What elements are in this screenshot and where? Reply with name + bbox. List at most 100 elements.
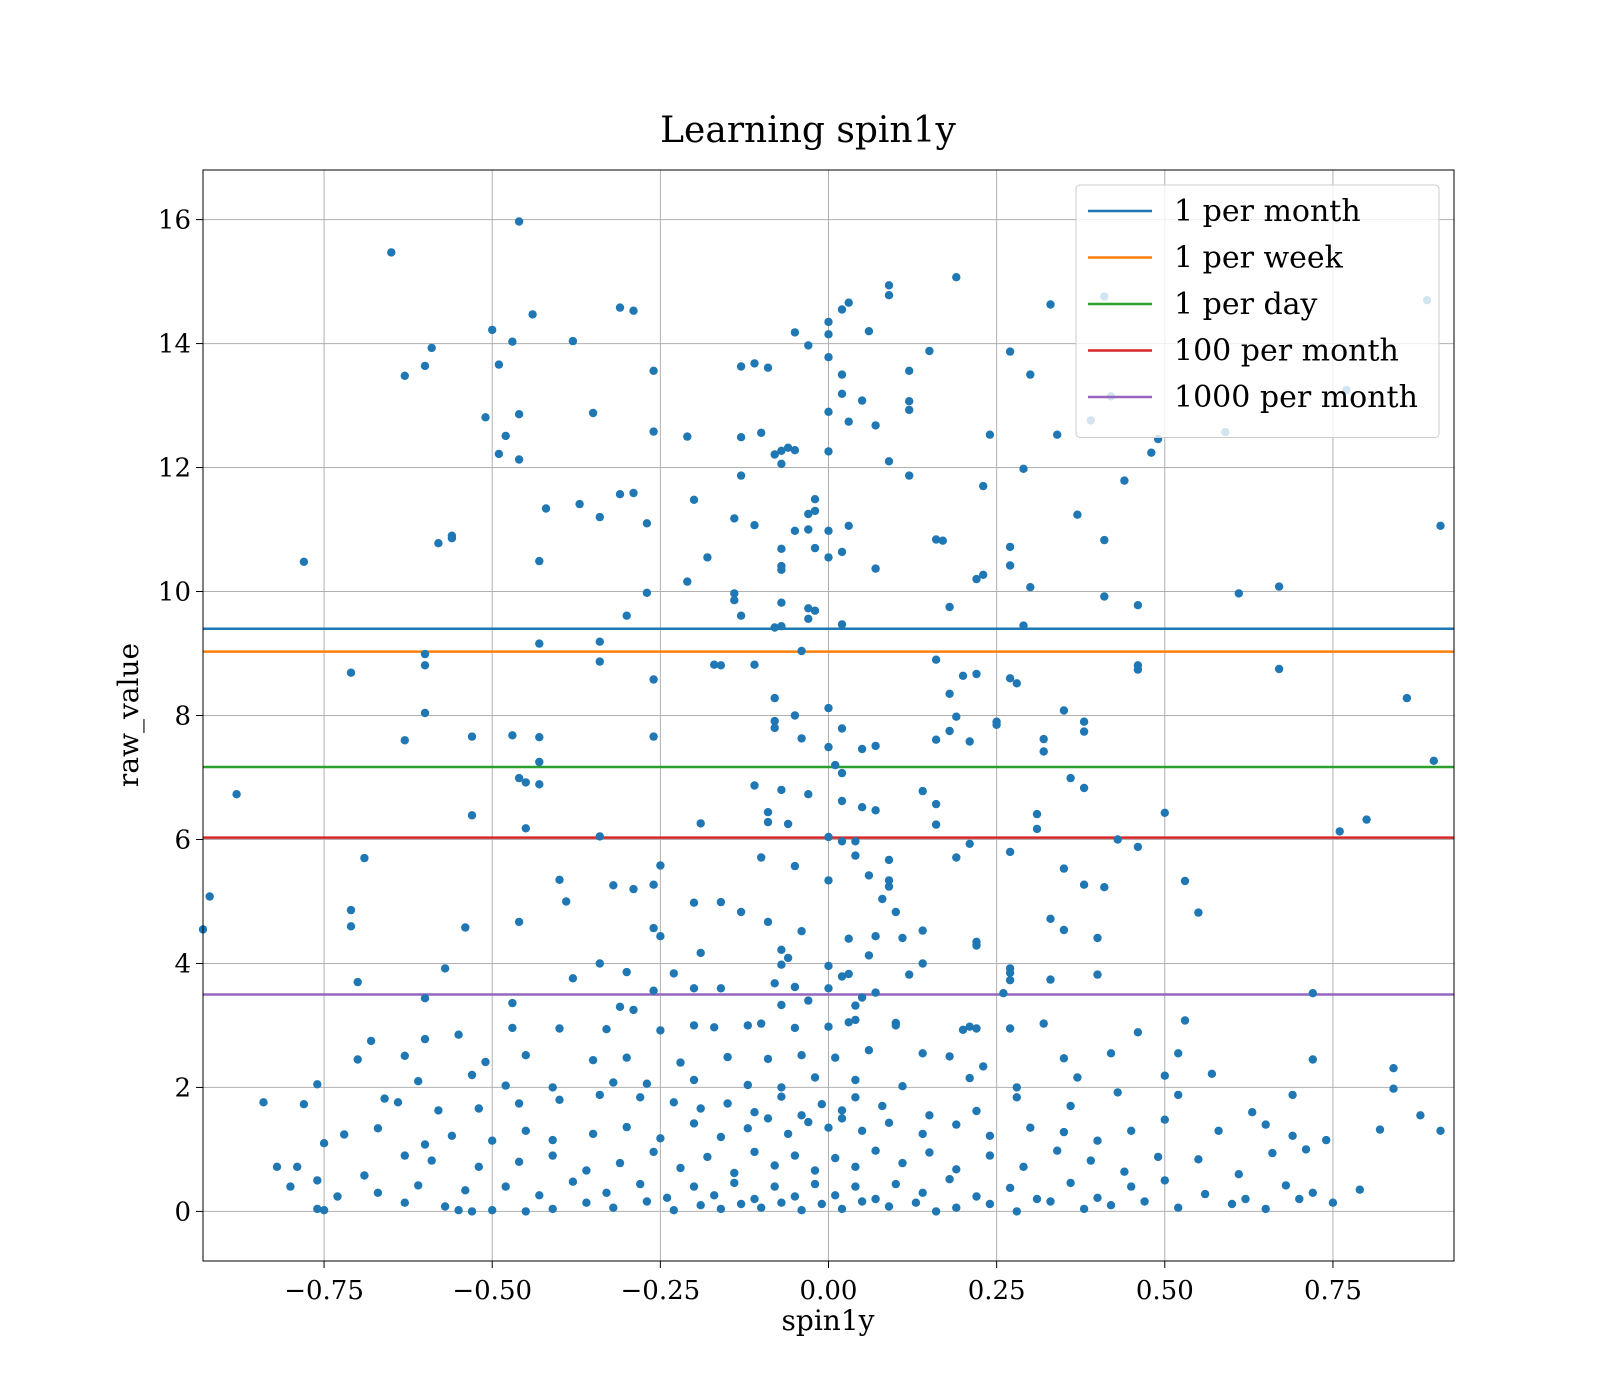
data-point	[952, 853, 961, 862]
data-point	[851, 837, 860, 846]
data-point	[763, 1054, 773, 1064]
data-point	[1335, 827, 1344, 836]
data-point	[649, 880, 658, 889]
data-point	[790, 861, 800, 871]
data-point	[837, 547, 847, 557]
data-point	[884, 876, 894, 885]
data-point	[535, 757, 544, 767]
data-point	[985, 430, 995, 439]
data-point	[952, 1203, 961, 1212]
data-point	[804, 525, 813, 534]
data-point	[972, 574, 981, 584]
data-point	[931, 735, 941, 744]
data-point	[864, 951, 874, 960]
legend-label: 1 per week	[1174, 241, 1344, 276]
data-point	[972, 1106, 981, 1116]
data-point	[952, 1165, 961, 1174]
data-point	[750, 1108, 759, 1117]
data-point	[400, 371, 409, 380]
data-point	[1133, 601, 1143, 610]
data-point	[710, 1023, 719, 1032]
data-point	[783, 953, 793, 963]
data-point	[1295, 1194, 1304, 1204]
data-point	[508, 337, 517, 346]
data-point	[905, 366, 914, 375]
data-point	[1429, 756, 1439, 765]
data-point	[508, 998, 517, 1008]
data-point	[467, 1070, 477, 1080]
data-point	[420, 1034, 430, 1044]
data-point	[400, 1151, 409, 1160]
data-point	[568, 336, 578, 346]
data-point	[730, 596, 739, 605]
data-point	[938, 536, 947, 545]
data-point	[945, 1175, 954, 1184]
data-point	[588, 1056, 598, 1065]
data-point	[703, 553, 712, 562]
data-point	[642, 1197, 652, 1206]
data-point	[1106, 1201, 1116, 1210]
data-point	[797, 1206, 806, 1215]
data-point	[1093, 1193, 1102, 1203]
data-point	[1308, 1188, 1318, 1198]
data-point	[535, 639, 544, 648]
data-point	[642, 1079, 652, 1088]
data-point	[810, 606, 820, 615]
data-point	[837, 1204, 847, 1214]
data-point	[1133, 842, 1143, 852]
data-point	[965, 1073, 974, 1083]
legend: 1 per month 1 per week 1 per day 100 per mo…	[1075, 184, 1440, 438]
data-point	[851, 1093, 860, 1102]
data-point	[1389, 1084, 1398, 1093]
data-point	[609, 881, 618, 890]
data-point	[514, 410, 524, 419]
data-point	[824, 1022, 833, 1031]
data-point	[972, 1024, 981, 1033]
data-point	[824, 961, 833, 971]
data-point	[1019, 464, 1028, 473]
data-point	[669, 1206, 678, 1215]
data-point	[1012, 1083, 1021, 1092]
data-point	[730, 1168, 739, 1178]
data-point	[844, 521, 853, 530]
data-point	[857, 1126, 867, 1136]
data-point	[521, 1051, 530, 1060]
data-point	[736, 907, 746, 917]
data-point	[763, 363, 773, 372]
data-point	[656, 1134, 665, 1143]
data-points	[198, 217, 1445, 1216]
data-point	[575, 499, 584, 509]
data-point	[1227, 1199, 1237, 1209]
data-point	[622, 1053, 631, 1062]
data-point	[299, 1100, 309, 1109]
data-point	[736, 362, 746, 371]
data-point	[420, 708, 430, 718]
data-point	[346, 905, 356, 915]
data-point	[272, 1162, 282, 1172]
data-point	[1174, 1203, 1183, 1212]
data-point	[783, 443, 793, 452]
data-point	[824, 553, 833, 562]
data-point	[1416, 1111, 1425, 1120]
data-point	[340, 1130, 349, 1139]
data-point	[521, 1207, 530, 1216]
data-point	[319, 1206, 329, 1215]
data-point	[770, 450, 779, 459]
data-point	[864, 327, 874, 336]
data-point	[777, 446, 786, 455]
data-point	[925, 1111, 934, 1120]
data-point	[562, 897, 571, 906]
data-point	[871, 932, 880, 941]
data-point	[918, 1129, 927, 1139]
data-point	[609, 1203, 618, 1212]
data-point	[1019, 621, 1028, 630]
data-point	[696, 948, 705, 958]
data-point	[1160, 1115, 1170, 1124]
data-point	[1274, 664, 1284, 674]
data-point	[837, 305, 847, 314]
data-point	[427, 1156, 436, 1165]
data-point	[346, 668, 356, 677]
data-point	[804, 614, 813, 623]
data-point	[1160, 1071, 1170, 1080]
data-point	[790, 982, 800, 992]
